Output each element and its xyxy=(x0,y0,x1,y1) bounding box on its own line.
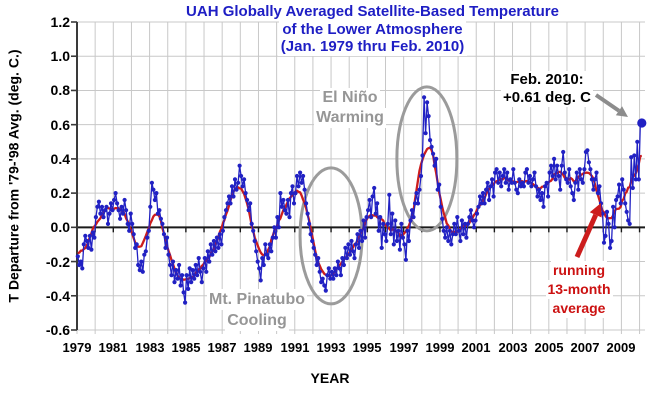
running-average-arrow-icon xyxy=(574,203,602,259)
x-tick-label: 2001 xyxy=(461,340,491,355)
x-tick-label: 1991 xyxy=(280,340,310,355)
annotation-running-line3: average xyxy=(550,299,608,318)
el-nino-ellipse xyxy=(395,85,459,233)
x-tick-label: 1995 xyxy=(352,340,382,355)
x-tick-label: 2009 xyxy=(606,340,636,355)
x-axis-title: YEAR xyxy=(310,370,350,386)
y-tick-label: 0.6 xyxy=(50,117,70,133)
y-tick-label: 0.4 xyxy=(50,151,70,167)
chart-title-line3: (Jan. 1979 thru Feb. 2010) xyxy=(277,38,468,57)
annotation-feb-2010: Feb. 2010: +0.61 deg. C xyxy=(488,71,606,107)
annotation-pinatubo-line1: Mt. Pinatubo xyxy=(207,289,307,310)
annotation-running-line1: running xyxy=(550,261,608,280)
annotation-feb-2010-line1: Feb. 2010: xyxy=(508,71,586,89)
x-tick-label: 1989 xyxy=(243,340,273,355)
annotation-pinatubo: Mt. Pinatubo Cooling xyxy=(193,289,321,331)
y-tick-label: 0.8 xyxy=(50,82,70,98)
annotation-running-average: running 13-month average xyxy=(538,261,620,318)
x-tick-label: 2007 xyxy=(570,340,600,355)
y-tick-label: 0.0 xyxy=(50,219,70,235)
annotation-el-nino-line2: Warming xyxy=(314,108,386,128)
annotation-running-line2: 13-month xyxy=(545,280,613,299)
monthly-anomaly-markers xyxy=(75,95,644,305)
chart-title-line1: UAH Globally Averaged Satellite-Based Te… xyxy=(183,3,562,21)
x-tick-label: 2005 xyxy=(534,340,564,355)
feb-2010-arrow-icon xyxy=(594,93,628,117)
y-tick-label: 1.2 xyxy=(50,14,70,30)
y-tick-label: 0.2 xyxy=(50,185,70,201)
y-tick-label: -0.6 xyxy=(45,322,70,338)
chart-title-line2: of the Lower Atmosphere xyxy=(279,20,466,39)
x-tick-label: 2003 xyxy=(498,340,528,355)
annotation-feb-2010-line2: +0.61 deg. C xyxy=(501,89,593,107)
x-tick-label: 1993 xyxy=(316,340,346,355)
x-tick-label: 1979 xyxy=(62,340,92,355)
y-tick-label: -0.4 xyxy=(45,288,70,304)
x-tick-label: 1983 xyxy=(135,340,165,355)
annotation-pinatubo-line2: Cooling xyxy=(225,310,289,331)
y-axis-title: T Departure from '79-'98 Avg. (deg. C.) xyxy=(5,49,22,303)
feb-2010-data-point xyxy=(637,118,647,128)
y-axis-line xyxy=(71,21,78,331)
x-tick-label: 1981 xyxy=(98,340,128,355)
x-tick-label: 1985 xyxy=(171,340,201,355)
annotation-el-nino-line1: El Niño xyxy=(320,88,380,108)
monthly-anomaly-line xyxy=(77,97,643,303)
x-tick-label: 1999 xyxy=(425,340,455,355)
annotation-el-nino: El Niño Warming xyxy=(300,88,400,128)
y-tick-label: 1.0 xyxy=(50,48,70,64)
chart-title: UAH Globally Averaged Satellite-Based Te… xyxy=(80,3,660,57)
x-tick-label: 1987 xyxy=(207,340,237,355)
y-tick-label: -0.2 xyxy=(45,254,70,270)
x-tick-label: 1997 xyxy=(389,340,419,355)
